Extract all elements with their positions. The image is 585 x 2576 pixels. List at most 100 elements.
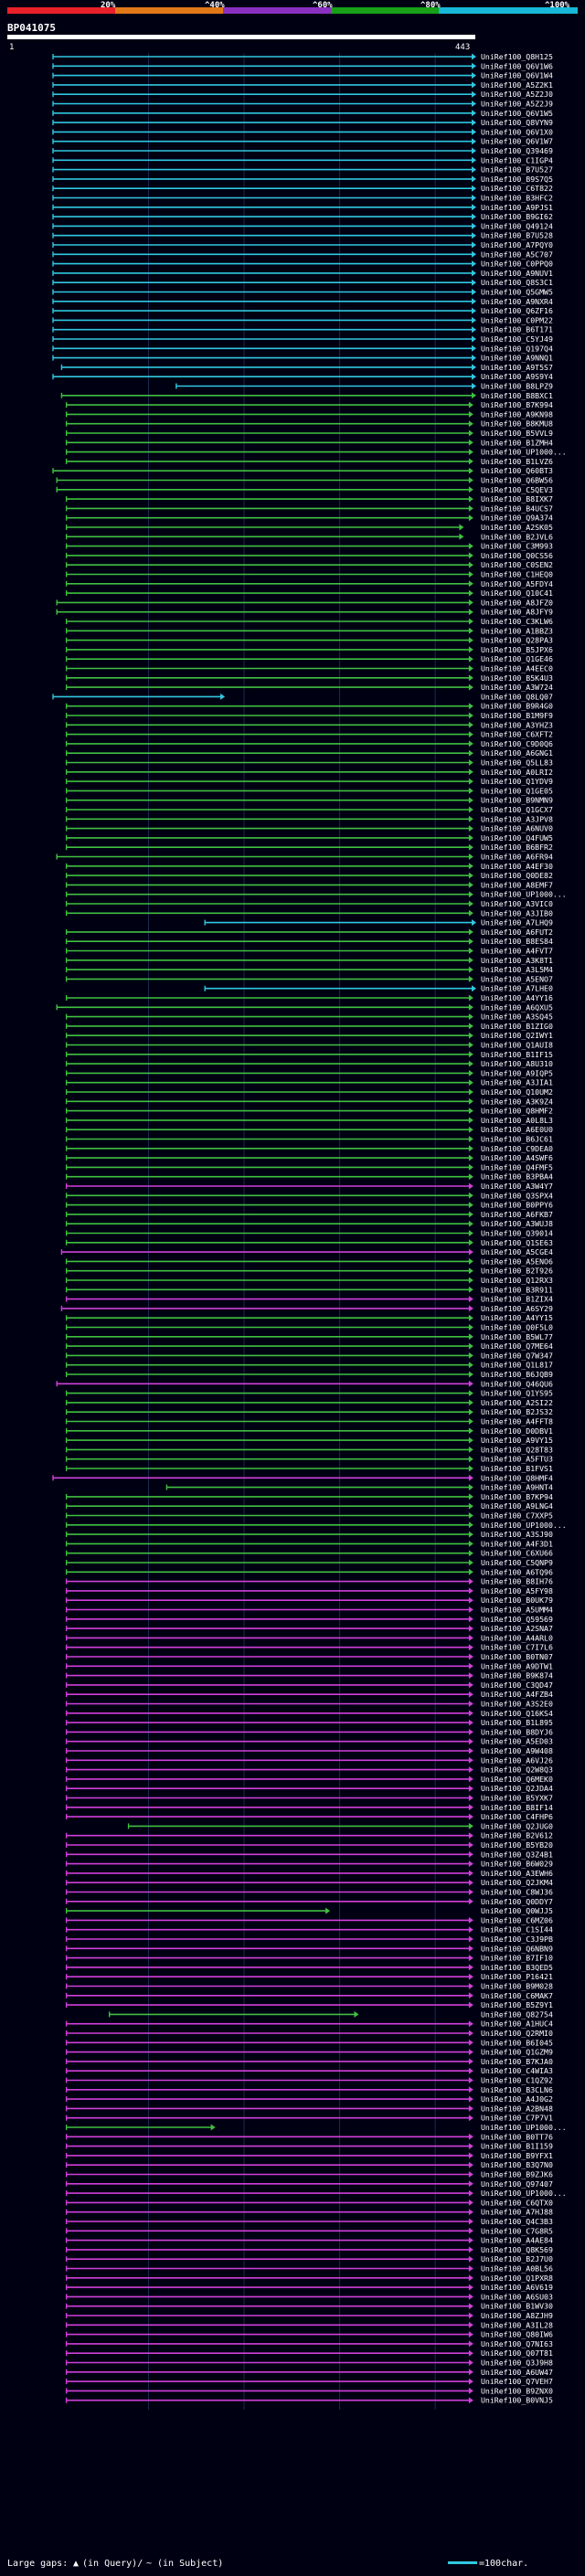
hit-label[interactable]: UniRef100_A2SNA7 bbox=[481, 1624, 553, 1633]
hit-label[interactable]: UniRef100_A9T5S7 bbox=[481, 363, 553, 372]
hit-label[interactable]: UniRef100_Q7W347 bbox=[481, 1351, 553, 1360]
hit-label[interactable]: UniRef100_A5Z2K1 bbox=[481, 80, 553, 90]
hit-label[interactable]: UniRef100_Q8S3C1 bbox=[481, 278, 553, 287]
hit-label[interactable]: UniRef100_Q8H125 bbox=[481, 52, 553, 61]
hit-label[interactable]: UniRef100_A6NUV0 bbox=[481, 824, 553, 833]
hit-label[interactable]: UniRef100_C1HEQ0 bbox=[481, 570, 553, 579]
hit-label[interactable]: UniRef100_B9K874 bbox=[481, 1671, 553, 1680]
hit-label[interactable]: UniRef100_B1ZIG0 bbox=[481, 1022, 553, 1031]
hit-label[interactable]: UniRef100_A8U310 bbox=[481, 1059, 553, 1068]
hit-label[interactable]: UniRef100_Q1SE63 bbox=[481, 1238, 553, 1247]
hit-label[interactable]: UniRef100_A2BN48 bbox=[481, 2104, 553, 2113]
hit-label[interactable]: UniRef100_B9ZNX0 bbox=[481, 2386, 553, 2395]
hit-label[interactable]: UniRef100_B4UCS7 bbox=[481, 504, 553, 513]
hit-label[interactable]: UniRef100_A4EF30 bbox=[481, 862, 553, 871]
hit-label[interactable]: UniRef100_C6XU66 bbox=[481, 1549, 553, 1558]
hit-label[interactable]: UniRef100_A5FDY4 bbox=[481, 579, 553, 588]
hit-label[interactable]: UniRef100_B3QED5 bbox=[481, 1963, 553, 1972]
hit-label[interactable]: UniRef100_C3QD47 bbox=[481, 1680, 553, 1690]
hit-label[interactable]: UniRef100_UP1000... bbox=[481, 2123, 567, 2132]
hit-label[interactable]: UniRef100_A6QXU5 bbox=[481, 1002, 553, 1012]
hit-label[interactable]: UniRef100_B8IF14 bbox=[481, 1803, 553, 1812]
hit-label[interactable]: UniRef100_Q10UM2 bbox=[481, 1087, 553, 1097]
hit-label[interactable]: UniRef100_Q39469 bbox=[481, 146, 553, 155]
hit-label[interactable]: UniRef100_C4FHP6 bbox=[481, 1812, 553, 1821]
hit-label[interactable]: UniRef100_B3PBA4 bbox=[481, 1172, 553, 1182]
hit-label[interactable]: UniRef100_Q28PA3 bbox=[481, 636, 553, 645]
hit-label[interactable]: UniRef100_C5YJ49 bbox=[481, 334, 553, 344]
hit-label[interactable]: UniRef100_B9ZJK6 bbox=[481, 2170, 553, 2179]
hit-label[interactable]: UniRef100_Q60BT3 bbox=[481, 466, 553, 475]
hit-label[interactable]: UniRef100_A6TQ96 bbox=[481, 1567, 553, 1576]
hit-label[interactable]: UniRef100_Q6BW56 bbox=[481, 476, 553, 485]
hit-label[interactable]: UniRef100_A9IQP5 bbox=[481, 1068, 553, 1077]
hit-label[interactable]: UniRef100_B8IXK7 bbox=[481, 494, 553, 504]
hit-label[interactable]: UniRef100_B1M9F9 bbox=[481, 711, 553, 720]
hit-label[interactable]: UniRef100_Q0WJJ5 bbox=[481, 1906, 553, 1915]
hit-label[interactable]: UniRef100_Q2JUG0 bbox=[481, 1821, 553, 1830]
hit-label[interactable]: UniRef100_Q6V1W7 bbox=[481, 137, 553, 146]
hit-label[interactable]: UniRef100_A6UW47 bbox=[481, 2368, 553, 2377]
hit-label[interactable]: UniRef100_A3W724 bbox=[481, 683, 553, 692]
hit-label[interactable]: UniRef100_C3M993 bbox=[481, 542, 553, 551]
hit-label[interactable]: UniRef100_A3SJ90 bbox=[481, 1530, 553, 1539]
hit-label[interactable]: UniRef100_Q6ZF16 bbox=[481, 306, 553, 315]
hit-label[interactable]: UniRef100_Q5GMW5 bbox=[481, 288, 553, 297]
hit-label[interactable]: UniRef100_Q3J9H8 bbox=[481, 2359, 553, 2368]
hit-label[interactable]: UniRef100_Q2JKM4 bbox=[481, 1878, 553, 1887]
hit-label[interactable]: UniRef100_UP1000... bbox=[481, 890, 567, 899]
hit-label[interactable]: UniRef100_B0UK79 bbox=[481, 1595, 553, 1605]
hit-label[interactable]: UniRef100_B9M028 bbox=[481, 1982, 553, 1991]
hit-label[interactable]: UniRef100_A3VIC0 bbox=[481, 899, 553, 908]
hit-label[interactable]: UniRef100_Q4C3B3 bbox=[481, 2217, 553, 2226]
hit-label[interactable]: UniRef100_C1IGP4 bbox=[481, 155, 553, 164]
hit-label[interactable]: UniRef100_Q197Q4 bbox=[481, 344, 553, 353]
hit-label[interactable]: UniRef100_C6MAK7 bbox=[481, 1991, 553, 2000]
hit-label[interactable]: UniRef100_C5QEV3 bbox=[481, 485, 553, 494]
hit-label[interactable]: UniRef100_A5Z2J9 bbox=[481, 100, 553, 109]
hit-label[interactable]: UniRef100_C7G8R5 bbox=[481, 2226, 553, 2235]
hit-label[interactable]: UniRef100_C7P7V1 bbox=[481, 2114, 553, 2123]
hit-label[interactable]: UniRef100_A2SI22 bbox=[481, 1398, 553, 1407]
hit-label[interactable]: UniRef100_C7I7L6 bbox=[481, 1643, 553, 1652]
hit-label[interactable]: UniRef100_Q1GZM9 bbox=[481, 2048, 553, 2057]
hit-label[interactable]: UniRef100_B7K994 bbox=[481, 400, 553, 409]
hit-label[interactable]: UniRef100_C1QZ92 bbox=[481, 2076, 553, 2085]
hit-label[interactable]: UniRef100_B5VVL9 bbox=[481, 429, 553, 438]
hit-label[interactable]: UniRef100_UP1000... bbox=[481, 448, 567, 457]
hit-label[interactable]: UniRef100_A9KN98 bbox=[481, 409, 553, 419]
hit-label[interactable]: UniRef100_Q8HMF4 bbox=[481, 1473, 553, 1482]
hit-label[interactable]: UniRef100_A3S2E0 bbox=[481, 1700, 553, 1709]
hit-label[interactable]: UniRef100_B7U528 bbox=[481, 231, 553, 240]
hit-label[interactable]: UniRef100_B7KP94 bbox=[481, 1492, 553, 1501]
hit-label[interactable]: UniRef100_A9S9Y4 bbox=[481, 372, 553, 381]
hit-label[interactable]: UniRef100_A4YY16 bbox=[481, 993, 553, 1002]
hit-label[interactable]: UniRef100_A6VJ26 bbox=[481, 1755, 553, 1765]
hit-label[interactable]: UniRef100_C3KLW6 bbox=[481, 617, 553, 626]
hit-label[interactable]: UniRef100_A6FKB7 bbox=[481, 1210, 553, 1219]
hit-label[interactable]: UniRef100_B0VNJ5 bbox=[481, 2396, 553, 2405]
hit-label[interactable]: UniRef100_A3K9Z4 bbox=[481, 1097, 553, 1106]
hit-label[interactable]: UniRef100_A3JPV8 bbox=[481, 814, 553, 823]
hit-label[interactable]: UniRef100_A8JFZ0 bbox=[481, 598, 553, 607]
hit-label[interactable]: UniRef100_A6E0U0 bbox=[481, 1125, 553, 1134]
hit-label[interactable]: UniRef100_Q1GCX7 bbox=[481, 805, 553, 814]
hit-label[interactable]: UniRef100_B0TT76 bbox=[481, 2132, 553, 2141]
hit-label[interactable]: UniRef100_A2SK05 bbox=[481, 523, 553, 532]
hit-label[interactable]: UniRef100_Q2IWY1 bbox=[481, 1031, 553, 1040]
hit-label[interactable]: UniRef100_A4F3D1 bbox=[481, 1539, 553, 1548]
hit-label[interactable]: UniRef100_Q82754 bbox=[481, 2009, 553, 2019]
hit-label[interactable]: UniRef100_B1ZIX4 bbox=[481, 1295, 553, 1304]
hit-label[interactable]: UniRef100_C4WIA3 bbox=[481, 2066, 553, 2075]
hit-label[interactable]: UniRef100_B9R4G0 bbox=[481, 702, 553, 711]
hit-label[interactable]: UniRef100_A0L8L3 bbox=[481, 1116, 553, 1125]
hit-label[interactable]: UniRef100_Q7NI63 bbox=[481, 2339, 553, 2348]
hit-label[interactable]: UniRef100_C0PPQ0 bbox=[481, 260, 553, 269]
hit-label[interactable]: UniRef100_Q8LQ07 bbox=[481, 692, 553, 701]
hit-label[interactable]: UniRef100_A6GNG1 bbox=[481, 748, 553, 758]
hit-label[interactable]: UniRef100_Q6NBN9 bbox=[481, 1944, 553, 1953]
hit-label[interactable]: UniRef100_A6SY29 bbox=[481, 1304, 553, 1313]
hit-label[interactable]: UniRef100_B6BFR2 bbox=[481, 843, 553, 852]
hit-label[interactable]: UniRef100_C0PM22 bbox=[481, 315, 553, 324]
hit-label[interactable]: UniRef100_Q49124 bbox=[481, 221, 553, 230]
